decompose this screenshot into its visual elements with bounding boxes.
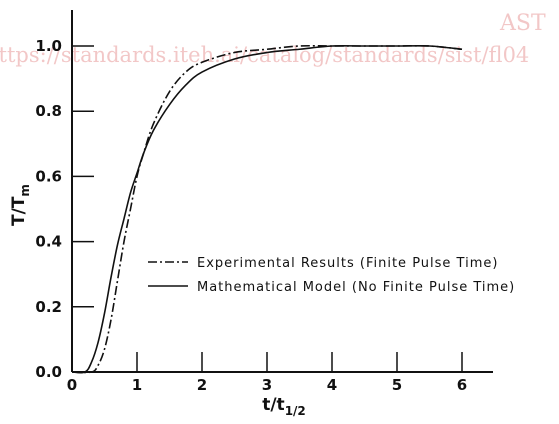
x-tick-label: 0 (67, 376, 77, 394)
y-tick-label: 1.0 (35, 37, 62, 55)
legend: Experimental Results (Finite Pulse Time)… (148, 256, 515, 295)
legend-label-model: Mathematical Model (No Finite Pulse Time… (197, 280, 515, 295)
x-tick-label: 5 (392, 376, 402, 394)
y-tick-label: 0.4 (35, 233, 62, 251)
x-tick-label: 1 (132, 376, 142, 394)
x-tick-label: 4 (327, 376, 337, 394)
x-tick-label: 2 (197, 376, 207, 394)
y-tick-label: 0.8 (35, 102, 62, 120)
y-ticks: 0.0 0.2 0.4 0.6 0.8 1.0 (35, 37, 94, 381)
x-tick-label: 3 (262, 376, 272, 394)
x-ticks: 0 1 2 3 4 5 6 (67, 352, 467, 394)
x-tick-label: 6 (457, 376, 467, 394)
series-model-line (71, 44, 463, 374)
watermark-line-1: AST (499, 11, 546, 36)
y-tick-label: 0.2 (35, 298, 62, 316)
y-tick-label: 0.0 (35, 363, 62, 381)
x-axis-title: t/t1/2 (262, 395, 306, 418)
y-tick-label: 0.6 (35, 167, 62, 185)
series-experimental-line (71, 44, 463, 374)
y-axis-title: T/Tm (9, 184, 32, 226)
legend-label-experimental: Experimental Results (Finite Pulse Time) (197, 256, 498, 271)
